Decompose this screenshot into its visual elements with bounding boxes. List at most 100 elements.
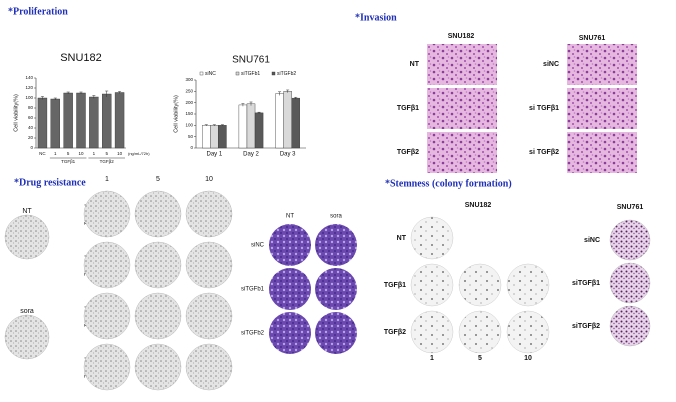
plate (410, 263, 454, 307)
panel-title: SNU761 (617, 204, 644, 211)
bar (246, 103, 256, 149)
row-label: TGFβ1 (397, 105, 419, 112)
bar (102, 93, 112, 149)
column-label: 10 (524, 355, 532, 362)
plate (185, 241, 233, 289)
panel-title: SNU761 (579, 35, 606, 42)
error-bar (204, 124, 208, 127)
plate (83, 292, 131, 340)
error-bar (92, 95, 96, 99)
x-tick-label: NC (39, 151, 46, 156)
bar (275, 93, 284, 149)
column-label: 5 (478, 355, 482, 362)
plate (315, 224, 357, 266)
row-label: sora (20, 308, 34, 315)
error-bar (249, 101, 253, 106)
legend-swatch (199, 71, 204, 76)
error-bar (278, 91, 282, 96)
bar (114, 92, 125, 149)
plate (185, 292, 233, 340)
bar (254, 112, 264, 149)
error-bar (294, 96, 298, 100)
group-label: TGFβ2 (100, 159, 115, 164)
micrograph (427, 44, 497, 85)
bar (63, 92, 73, 149)
plate (609, 262, 651, 304)
plate (83, 241, 131, 289)
row-label: TGFβ2 (397, 149, 419, 156)
x-tick-label: 10 (117, 151, 123, 156)
micrograph (427, 132, 497, 173)
bar (218, 125, 227, 149)
plate (134, 292, 182, 340)
section-title: *Proliferation (8, 6, 68, 17)
x-tick-label: Day 2 (243, 152, 259, 158)
row-label: siTGFb2 (241, 331, 265, 337)
x-tick-label: 1 (93, 151, 96, 156)
y-tick-label: 120 (25, 85, 33, 90)
row-label: NT (22, 208, 32, 215)
section-title: *Invasion (355, 12, 397, 23)
error-bar (286, 89, 290, 93)
y-axis-label: Cell viability(%) (173, 95, 179, 133)
y-tick-label: 60 (28, 115, 34, 120)
plate (4, 314, 50, 360)
plate (458, 310, 502, 354)
error-bar (79, 91, 83, 94)
y-axis-label: Cell viability(%) (13, 94, 19, 132)
row-label: siNC (584, 237, 600, 244)
error-bar (241, 103, 245, 107)
row-label: siTGFβ2 (572, 323, 600, 330)
legend-swatch (235, 71, 240, 76)
plate (269, 268, 311, 310)
plate (269, 224, 311, 266)
x-tick-label: 5 (105, 151, 108, 156)
error-bar (212, 124, 216, 127)
plate (185, 190, 233, 238)
plate (83, 343, 131, 391)
x-tick-label: Day 1 (206, 152, 222, 158)
y-tick-label: 300 (185, 77, 193, 82)
y-tick-label: 80 (28, 105, 34, 110)
y-tick-label: 100 (25, 95, 33, 100)
x-tick-label: Day 3 (280, 152, 296, 158)
row-label: siNC (251, 243, 265, 249)
y-tick-label: 250 (185, 89, 193, 94)
panel-title: SNU182 (465, 202, 492, 209)
row-label: siTGFβ1 (572, 280, 600, 287)
plate (458, 263, 502, 307)
plate (269, 312, 311, 354)
group-label: TGFβ1 (61, 159, 76, 164)
y-tick-label: 100 (185, 123, 193, 128)
plate (410, 216, 454, 260)
row-label: NT (397, 235, 407, 242)
legend-label: siTGFb1 (241, 71, 260, 77)
error-bar (105, 90, 109, 97)
legend-label: siNC (205, 71, 216, 77)
error-bar (220, 124, 224, 127)
plate (315, 312, 357, 354)
legend-swatch (271, 71, 276, 76)
row-label: NT (410, 61, 420, 68)
chart-title: SNU761 (232, 55, 270, 66)
error-bar (53, 97, 57, 100)
plate (609, 305, 651, 347)
plate (134, 241, 182, 289)
y-tick-label: 0 (190, 145, 193, 150)
y-tick-label: 200 (185, 100, 193, 105)
plate (315, 268, 357, 310)
plate (506, 310, 550, 354)
micrograph (567, 132, 637, 173)
error-bar (118, 91, 122, 94)
unit-label: (ng/mL/72h) (128, 151, 150, 156)
chart-title: SNU182 (60, 52, 102, 64)
plate (609, 219, 651, 261)
bar (291, 97, 300, 149)
bar (283, 91, 292, 149)
row-label: TGFβ1 (384, 282, 406, 289)
column-label: 10 (205, 176, 213, 183)
plate (4, 214, 50, 260)
column-label: 1 (430, 355, 434, 362)
bar (50, 98, 60, 149)
row-label: si TGFβ1 (529, 105, 559, 112)
